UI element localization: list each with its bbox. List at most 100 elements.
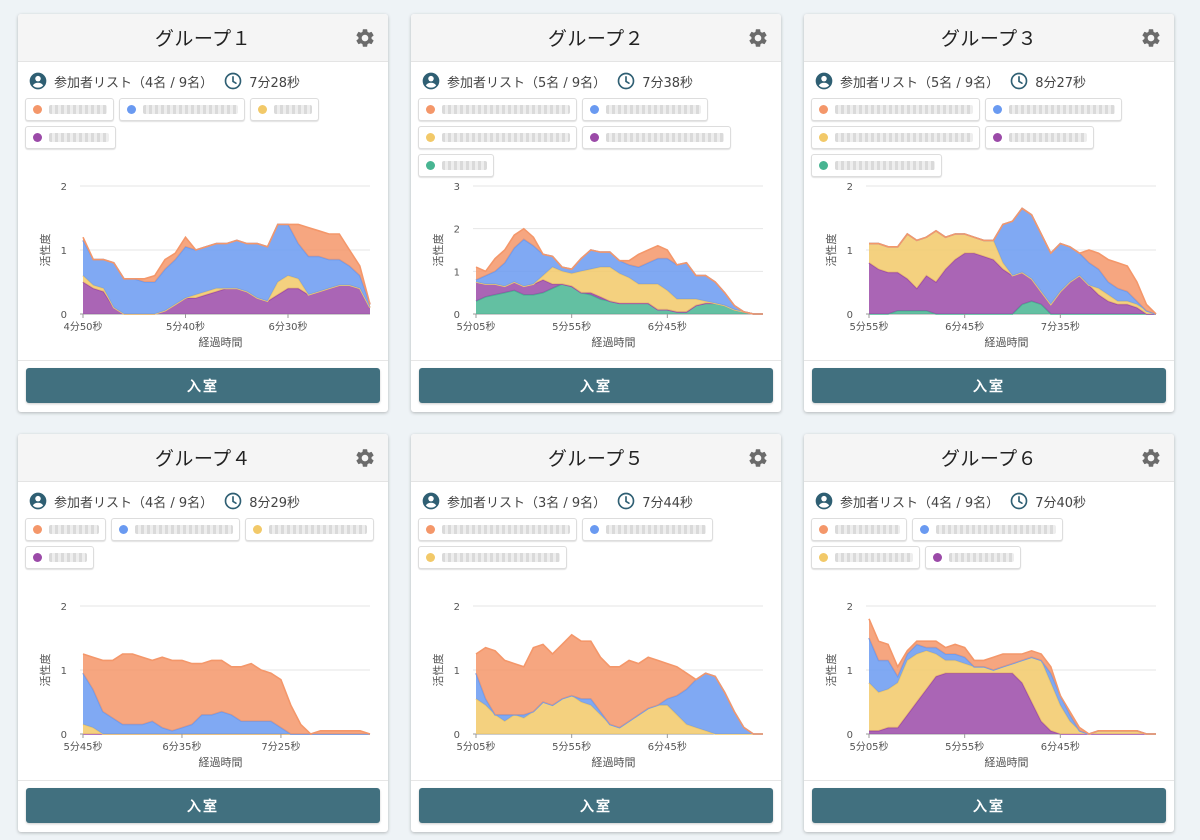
participant-chip — [582, 126, 731, 149]
blurred-participant-name — [606, 525, 706, 534]
participant-chip — [582, 518, 713, 541]
person-icon — [814, 71, 834, 91]
participant-color-dot — [253, 525, 262, 534]
participant-list-label[interactable]: 参加者リスト（5名 / 9名） — [840, 75, 1000, 91]
participant-color-dot — [590, 133, 599, 142]
x-tick-label: 5分55秒 — [552, 320, 591, 333]
clock-icon — [1009, 71, 1029, 91]
participant-chip — [25, 98, 114, 121]
clock-icon — [616, 71, 636, 91]
blurred-participant-name — [835, 161, 935, 170]
participant-list-label[interactable]: 参加者リスト（4名 / 9名） — [840, 495, 1000, 511]
enter-room-button[interactable]: 入室 — [812, 368, 1166, 403]
activity-chart: 0 1 2 活性度 4分50秒 5分40秒 6分30秒 経過時間 — [18, 162, 388, 358]
enter-room-button[interactable]: 入室 — [26, 368, 380, 403]
participant-chips — [811, 98, 1169, 177]
x-axis-label: 経過時間 — [199, 336, 243, 349]
y-axis-label: 活性度 — [824, 234, 838, 267]
participant-color-dot — [993, 105, 1002, 114]
participant-chip — [245, 518, 374, 541]
person-icon — [421, 491, 441, 511]
y-tick-label: 2 — [454, 225, 460, 236]
blurred-participant-name — [442, 525, 570, 534]
group-title: グループ１ — [154, 28, 252, 50]
card-header: グループ３ — [804, 14, 1174, 62]
x-axis-label: 経過時間 — [199, 756, 243, 769]
card-footer: 入室 — [804, 780, 1174, 832]
x-tick-label: 7分35秒 — [1041, 320, 1080, 333]
x-tick-label: 5分55秒 — [849, 320, 888, 333]
gear-icon[interactable] — [747, 447, 769, 469]
participant-color-dot — [590, 525, 599, 534]
info-row: 参加者リスト（4名 / 9名） 8分29秒 — [28, 490, 300, 512]
participant-color-dot — [127, 105, 136, 114]
participant-list-label[interactable]: 参加者リスト（4名 / 9名） — [54, 495, 214, 511]
participant-color-dot — [920, 525, 929, 534]
series-area-blue — [83, 224, 370, 314]
participant-list-label[interactable]: 参加者リスト（3名 / 9名） — [447, 495, 607, 511]
x-axis-label: 経過時間 — [985, 756, 1029, 769]
activity-chart: 0 1 2 活性度 5分05秒 5分55秒 6分45秒 経過時間 — [804, 582, 1174, 778]
series-line-orange — [475, 633, 763, 735]
gear-icon[interactable] — [354, 27, 376, 49]
enter-room-button[interactable]: 入室 — [812, 788, 1166, 823]
series-area-yellow — [476, 267, 763, 314]
y-tick-label: 2 — [61, 182, 67, 193]
elapsed-time: 7分28秒 — [249, 75, 301, 91]
card-footer: 入室 — [18, 360, 388, 412]
participant-chip — [811, 126, 980, 149]
participant-color-dot — [819, 105, 828, 114]
participant-chip — [985, 126, 1094, 149]
participant-color-dot — [258, 105, 267, 114]
gear-icon[interactable] — [1140, 447, 1162, 469]
card-footer: 入室 — [411, 360, 781, 412]
participant-color-dot — [426, 161, 435, 170]
x-tick-label: 7分25秒 — [261, 740, 300, 753]
y-tick-label: 0 — [454, 310, 460, 321]
info-row: 参加者リスト（4名 / 9名） 7分28秒 — [28, 70, 300, 92]
group-title: グループ４ — [154, 448, 252, 470]
series-area-orange — [869, 618, 1156, 734]
enter-room-button[interactable]: 入室 — [419, 788, 773, 823]
gear-icon[interactable] — [747, 27, 769, 49]
blurred-participant-name — [835, 105, 973, 114]
elapsed-timer: 8分29秒 — [223, 491, 300, 511]
enter-room-button[interactable]: 入室 — [419, 368, 773, 403]
group-title: グループ３ — [940, 28, 1038, 50]
card-header: グループ６ — [804, 434, 1174, 482]
gear-icon[interactable] — [354, 447, 376, 469]
series-area-blue — [869, 208, 1156, 314]
blurred-participant-name — [442, 133, 570, 142]
participant-color-dot — [819, 553, 828, 562]
series-area-orange — [83, 654, 370, 734]
participant-list-label[interactable]: 参加者リスト（4名 / 9名） — [54, 75, 214, 91]
series-area-blue — [476, 673, 763, 734]
participant-color-dot — [33, 105, 42, 114]
enter-room-button[interactable]: 入室 — [26, 788, 380, 823]
blurred-participant-name — [949, 553, 1014, 562]
clock-icon — [1009, 491, 1029, 511]
blurred-participant-name — [49, 553, 87, 562]
blurred-participant-name — [606, 105, 701, 114]
x-tick-label: 4分50秒 — [63, 320, 102, 333]
gear-icon[interactable] — [1140, 27, 1162, 49]
x-tick-label: 5分05秒 — [456, 740, 495, 753]
participant-chip — [25, 546, 94, 569]
person-icon — [28, 71, 48, 91]
y-axis-label: 活性度 — [431, 654, 445, 687]
series-area-yellow — [476, 695, 763, 734]
group-card: グループ３ 参加者リスト（5名 / 9名） 8分27秒 0 1 2 活性度 5分55秒 6分45… — [804, 14, 1174, 412]
participant-chips — [418, 98, 776, 177]
participant-list-label[interactable]: 参加者リスト（5名 / 9名） — [447, 75, 607, 91]
y-tick-label: 2 — [847, 602, 853, 613]
series-area-orange — [476, 634, 763, 734]
participant-chip — [811, 154, 942, 177]
person-icon — [28, 491, 48, 511]
series-line-orange — [868, 618, 1156, 735]
series-area-blue — [476, 239, 763, 314]
participant-color-dot — [119, 525, 128, 534]
series-line-orange — [82, 223, 371, 305]
info-row: 参加者リスト（5名 / 9名） 8分27秒 — [814, 70, 1086, 92]
